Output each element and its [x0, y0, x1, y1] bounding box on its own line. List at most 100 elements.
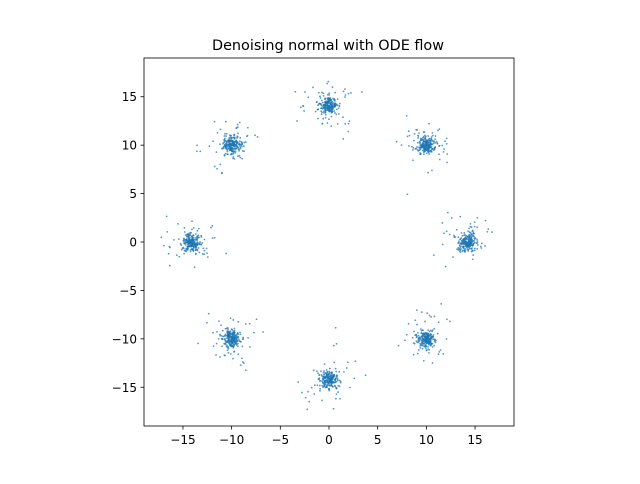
scatter-point [476, 240, 479, 242]
scatter-point [228, 337, 230, 340]
scatter-point [420, 145, 423, 147]
scatter-point [463, 232, 466, 234]
scatter-point [223, 135, 226, 137]
scatter-point [223, 354, 226, 357]
scatter-point [331, 86, 334, 89]
scatter-point [467, 230, 470, 233]
scatter-point [432, 338, 435, 341]
scatter-point [236, 155, 239, 157]
scatter-point [345, 367, 348, 369]
scatter-point [335, 380, 338, 383]
scatter-point [335, 342, 338, 345]
scatter-point [225, 327, 228, 330]
scatter-point [348, 120, 351, 122]
scatter-point [429, 149, 432, 152]
scatter-point [221, 329, 224, 332]
scatter-point [435, 339, 437, 342]
scatter-point [232, 153, 235, 155]
scatter-point [219, 143, 221, 146]
scatter-point [431, 330, 434, 333]
scatter-point [412, 159, 414, 162]
scatter-point [167, 252, 170, 255]
scatter-point [469, 247, 472, 250]
scatter-point [184, 250, 187, 252]
scatter-point [216, 167, 219, 170]
scatter-point [414, 148, 417, 150]
y-tick-label: 15 [122, 90, 137, 104]
scatter-point [237, 342, 239, 345]
scatter-point [324, 116, 327, 119]
scatter-point [326, 82, 328, 85]
scatter-point [227, 328, 229, 331]
scatter-point [400, 144, 403, 147]
scatter-point [240, 144, 242, 147]
scatter-point [469, 244, 471, 247]
scatter-point [424, 142, 427, 145]
scatter-point [453, 236, 456, 238]
scatter-point [326, 93, 329, 96]
scatter-point [238, 149, 240, 152]
scatter-point [430, 337, 433, 340]
scatter-point [203, 238, 206, 241]
scatter-point [296, 120, 298, 122]
scatter-point [407, 145, 410, 147]
scatter-point [419, 344, 422, 347]
scatter-point [239, 146, 242, 149]
scatter-point [235, 127, 238, 130]
scatter-point [335, 113, 338, 116]
scatter-point [336, 104, 338, 107]
scatter-point [423, 147, 426, 150]
scatter-point [446, 318, 448, 321]
scatter-point [448, 233, 451, 236]
scatter-point [420, 339, 423, 342]
scatter-point [432, 334, 435, 336]
scatter-point [468, 242, 471, 245]
scatter-point [319, 95, 321, 98]
scatter-point [415, 333, 418, 336]
scatter-point [227, 351, 230, 354]
scatter-point [325, 376, 327, 379]
scatter-point [328, 118, 330, 121]
scatter-point [338, 105, 341, 108]
scatter-point [201, 242, 204, 244]
scatter-point [434, 142, 437, 144]
scatter-point [328, 99, 331, 102]
scatter-point [464, 247, 466, 250]
scatter-point [430, 136, 433, 138]
scatter-point [188, 234, 191, 237]
scatter-point [228, 142, 230, 145]
scatter-point [197, 342, 199, 345]
scatter-point [201, 253, 204, 255]
scatter-point [476, 238, 478, 241]
scatter-point [338, 102, 341, 105]
scatter-point [237, 338, 240, 341]
scatter-point [331, 384, 333, 387]
y-tick-label: 5 [129, 187, 137, 201]
scatter-point [193, 241, 196, 244]
scatter-point [219, 128, 222, 131]
x-tick-label: −15 [170, 433, 195, 447]
scatter-point [331, 104, 334, 107]
scatter-point [420, 335, 423, 338]
scatter-point [321, 101, 324, 104]
scatter-point [320, 370, 322, 373]
scatter-point [224, 146, 227, 149]
scatter-point [335, 370, 338, 373]
scatter-point [323, 363, 326, 366]
scatter-point [334, 112, 336, 114]
scatter-point [442, 352, 445, 355]
scatter-point [433, 338, 436, 341]
scatter-point [221, 147, 223, 150]
scatter-point [443, 232, 445, 235]
scatter-point [228, 137, 231, 140]
scatter-point [196, 144, 198, 147]
scatter-point [334, 377, 337, 380]
scatter-point [450, 217, 453, 219]
scatter-point [194, 253, 197, 256]
scatter-point [449, 320, 451, 323]
scatter-point [317, 104, 319, 107]
scatter-point [331, 110, 334, 113]
scatter-point [225, 132, 228, 135]
scatter-point [445, 338, 448, 340]
scatter-point [328, 376, 331, 378]
